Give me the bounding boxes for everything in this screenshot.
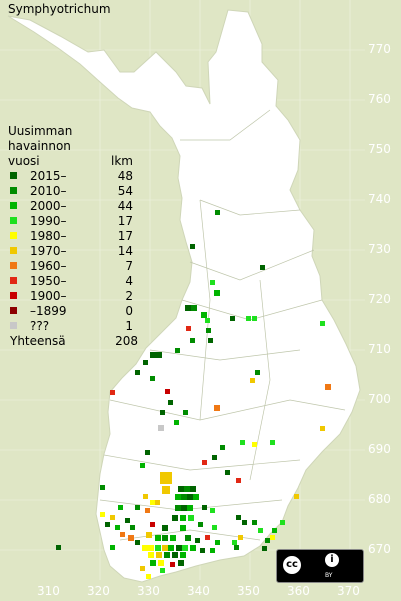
legend-item-label: 1970– [30,244,67,258]
legend-item: 1990– 17 [8,214,133,229]
legend-item-label: 1960– [30,259,67,273]
license-by-text: BY [325,572,333,579]
legend-item-count: 4 [125,274,133,288]
legend-item-count: 7 [125,259,133,273]
legend-header-line3: vuosi [8,154,40,168]
legend-item-label: 2015– [30,169,67,183]
x-axis-label: 340 [187,584,210,598]
legend-item-count: 17 [117,214,133,228]
legend-total: Yhteensä 208 [8,334,138,349]
legend: Uusimman havainnon vuosi lkm 2015– 48 2010… [8,124,148,349]
cc-by-license-badge: cc i BY [276,549,364,583]
legend-item: 2000– 44 [8,199,133,214]
legend-total-label: Yhteensä [10,334,66,348]
x-axis-label: 360 [287,584,310,598]
x-axis-label: 320 [87,584,110,598]
x-axis-label: 350 [237,584,260,598]
y-axis-label: 700 [368,392,391,406]
legend-swatch [10,232,17,239]
legend-header-row: vuosi lkm [8,154,133,169]
legend-swatch [10,292,17,299]
legend-count-header: lkm [111,154,133,168]
legend-swatch [10,307,17,314]
legend-items: 2015– 48 2010– 54 2000– 44 1990– 17 1980– 17 1970–… [8,169,148,334]
legend-item: 1980– 17 [8,229,133,244]
x-axis-label: 330 [137,584,160,598]
legend-item-count: 14 [117,244,133,258]
y-axis-label: 740 [368,192,391,206]
legend-total-count: 208 [115,334,138,348]
legend-item: 1970– 14 [8,244,133,259]
y-axis-label: 730 [368,242,391,256]
legend-swatch [10,277,17,284]
legend-item-label: 2000– [30,199,67,213]
legend-item: 2015– 48 [8,169,133,184]
legend-item: 1960– 7 [8,259,133,274]
legend-item-count: 2 [125,289,133,303]
legend-item: –1899 0 [8,304,133,319]
y-axis-label: 720 [368,292,391,306]
legend-header-line1: Uusimman [8,124,73,138]
legend-item-count: 17 [117,229,133,243]
y-axis-label: 690 [368,442,391,456]
legend-swatch [10,247,17,254]
legend-swatch [10,217,17,224]
attribution-icon: i [323,551,341,569]
legend-item-label: 1980– [30,229,67,243]
y-axis-label: 680 [368,492,391,506]
legend-item-label: ??? [30,319,50,333]
legend-item-count: 54 [117,184,133,198]
y-axis-label: 760 [368,92,391,106]
legend-swatch [10,202,17,209]
legend-item: 1900– 2 [8,289,133,304]
legend-swatch [10,262,17,269]
legend-item-count: 48 [117,169,133,183]
y-axis-label: 710 [368,342,391,356]
legend-item: ??? 1 [8,319,133,334]
x-axis-label: 370 [337,584,360,598]
legend-item-label: –1899 [30,304,67,318]
legend-item: 2010– 54 [8,184,133,199]
legend-swatch [10,187,17,194]
y-axis-label: 750 [368,142,391,156]
legend-swatch [10,172,17,179]
y-axis-label: 770 [368,42,391,56]
legend-item: 1950– 4 [8,274,133,289]
legend-item-label: 1950– [30,274,67,288]
y-axis-label: 670 [368,542,391,556]
legend-item-label: 2010– [30,184,67,198]
observation-points [56,210,331,579]
legend-item-label: 1900– [30,289,67,303]
map-title: Symphyotrichum [8,2,111,16]
legend-item-label: 1990– [30,214,67,228]
legend-swatch [10,322,17,329]
legend-item-count: 44 [117,199,133,213]
legend-item-count: 0 [125,304,133,318]
legend-item-count: 1 [125,319,133,333]
x-axis-label: 310 [37,584,60,598]
cc-icon: cc [281,554,303,576]
legend-header-line2: havainnon [8,139,71,153]
